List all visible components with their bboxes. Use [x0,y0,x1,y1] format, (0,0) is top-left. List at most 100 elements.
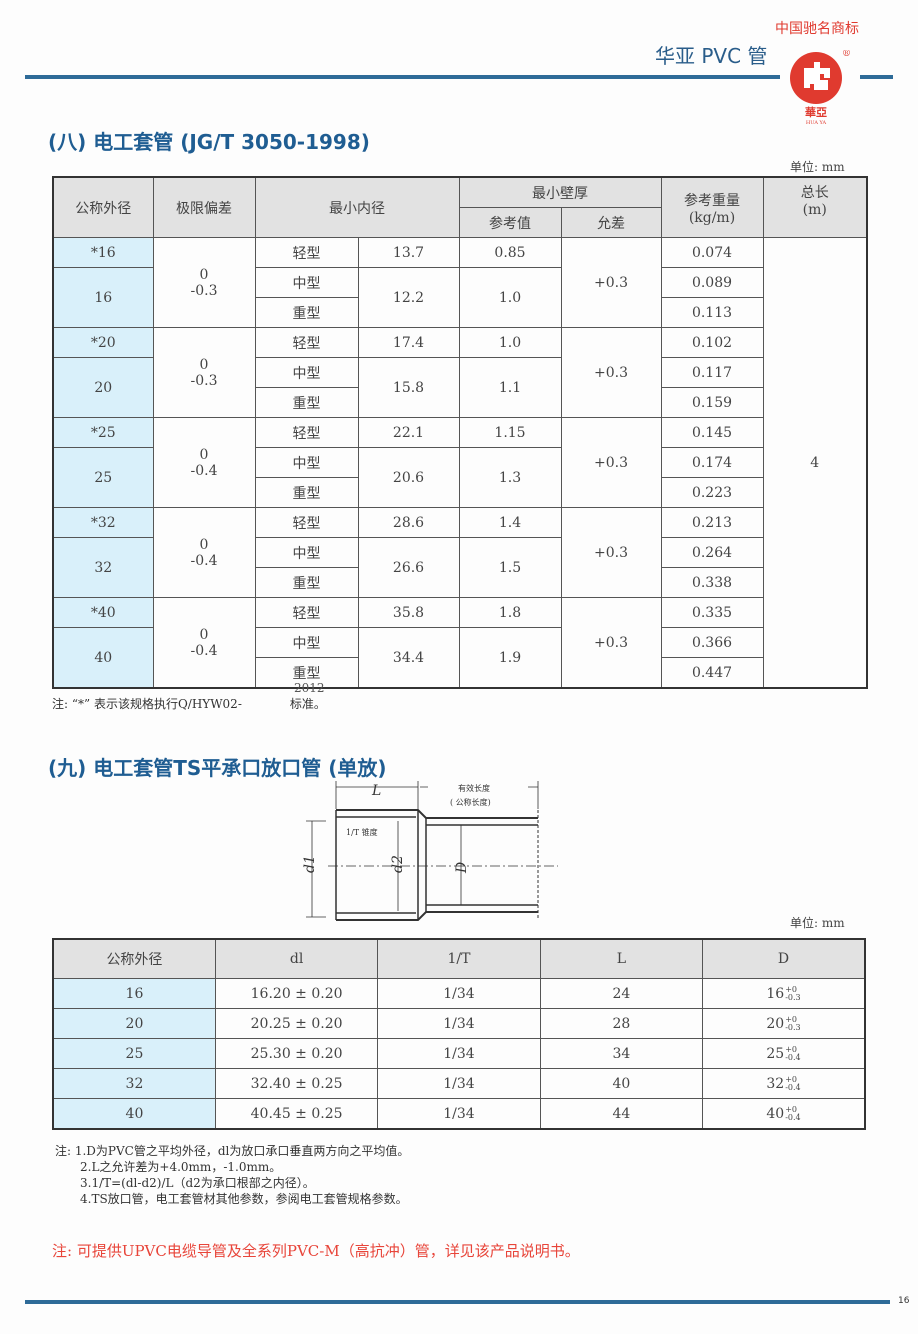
wall-tol: +0.3 [560,417,662,508]
footer-rule [25,1300,890,1304]
table-row: 重型 0.159 [53,387,867,418]
D: 16+0 -0.3 [702,978,866,1009]
total-length: 4 [762,237,868,689]
deviation-lower: -0.4 [190,552,218,569]
conduit-spec-table: 公称外径 极限偏差 最小内径 最小壁厚 参考重量 (kg/m) 总长 (m) 参考值… [52,176,868,689]
min-id: 34.4 [357,627,460,689]
dl: 20.25 ± 0.20 [214,1008,379,1039]
weight: 0.213 [660,507,764,538]
wall-ref: 1.0 [458,267,562,328]
L: 44 [539,1098,704,1130]
pipe-type: 中型 [254,627,359,658]
min-id: 28.6 [357,507,460,538]
min-id: 15.8 [357,357,460,418]
header-od: 公称外径 [52,176,154,238]
tol-lower: -0.3 [785,992,801,1002]
section8-unit: 单位: mm [790,160,845,174]
weight-label: 参考重量 [684,192,740,209]
weight: 0.338 [660,567,764,598]
note-4: 4.TS放口管，电工套管材其他参数，参阅电工套管规格参数。 [80,1192,408,1206]
od: 25 [52,447,154,508]
svg-text:華亞: 華亞 [805,105,827,119]
pipe-type: 轻型 [254,237,359,268]
table-row: 40 中型 34.4 1.9 0.366 [52,627,867,689]
min-id: 35.8 [357,597,460,628]
pipe-type: 轻型 [254,507,359,538]
wall-ref: 1.0 [458,327,562,358]
tol-lower: -0.4 [785,1052,801,1062]
header-od: 公称外径 [52,938,216,979]
wall-ref: 1.3 [458,447,562,508]
od: 40 [52,627,154,689]
od: 25 [52,1038,216,1069]
table-row: 40 40.45 ± 0.25 1/34 44 40+0 -0.4 [52,1098,866,1130]
note-1: 注: 1.D为PVC管之平均外径，dl为放口承口垂直两方向之平均值。 [55,1144,410,1158]
wall-ref: 1.1 [458,357,562,418]
wall-ref: 0.85 [458,237,562,268]
section9-title: (九) 电工套管TS平承口放口管 (单放) [48,756,387,780]
note-text: 注: “*” 表示该规格执行Q/HYW02- [52,697,242,711]
socket-pipe-diagram: L 有效长度 ( 公称长度) 1/T 锥度 d1 d2 D [290,775,560,930]
weight: 0.159 [660,387,764,418]
D: 40+0 -0.4 [702,1098,866,1130]
D-value: 25 [766,1045,785,1062]
taper: 1/34 [377,1038,541,1069]
table-row: 16 中型 12.2 1.0 0.089 [52,267,867,328]
dl: 40.45 ± 0.25 [214,1098,379,1130]
table-row: *16 0 -0.3 轻型 13.7 0.85 +0.3 0.074 4 [52,237,868,689]
pipe-type: 重型 [254,297,359,328]
weight: 0.335 [660,597,764,628]
deviation-upper: 0 [199,446,209,463]
wall-tol: +0.3 [560,237,662,328]
D: 25+0 -0.4 [702,1038,866,1069]
weight: 0.174 [660,447,764,478]
wall-tol: +0.3 [560,327,662,418]
table-header-row: 公称外径 dl 1/T L D [52,938,866,979]
wall-ref: 1.9 [458,627,562,689]
weight: 0.113 [660,297,764,328]
tol-upper: +0 [785,1074,798,1084]
od-starred: *16 [52,237,154,268]
deviation-lower: -0.3 [190,282,218,299]
tol-lower: -0.4 [785,1112,801,1122]
header-dl: dl [214,938,379,979]
min-id: 26.6 [357,537,460,598]
min-id: 13.7 [357,237,460,268]
header-weight: 参考重量 (kg/m) [660,176,764,238]
wall-ref: 1.4 [458,507,562,538]
dl: 32.40 ± 0.25 [214,1068,379,1099]
min-id: 22.1 [357,417,460,448]
tol-upper: +0 [785,1104,798,1114]
weight: 0.145 [660,417,764,448]
taper: 1/34 [377,1098,541,1130]
tol-lower: -0.4 [785,1082,801,1092]
weight: 0.223 [660,477,764,508]
dl: 16.20 ± 0.20 [214,978,379,1009]
D-tolerance: +0 -0.4 [785,1104,801,1122]
deviation-upper: 0 [199,626,209,643]
svg-text:®: ® [842,50,850,59]
pipe-type: 中型 [254,537,359,568]
diagram-label-taper: 1/T 锥度 [346,827,378,837]
L: 40 [539,1068,704,1099]
header-min-wall: 最小壁厚 [458,176,662,208]
header-deviation: 极限偏差 [152,176,256,238]
weight: 0.447 [660,657,764,689]
tol-upper: +0 [785,1014,798,1024]
weight: 0.264 [660,537,764,568]
od: 20 [52,1008,216,1039]
taper: 1/34 [377,1068,541,1099]
wall-ref: 1.5 [458,537,562,598]
length-label: 总长 [800,185,829,201]
deviation: 0 -0.3 [152,327,256,418]
pipe-type: 重型 [254,477,359,508]
D: 32+0 -0.4 [702,1068,866,1099]
od: 16 [52,267,154,328]
od-starred: *25 [52,417,154,448]
taper: 1/34 [377,978,541,1009]
pipe-type: 轻型 [254,417,359,448]
table-row: *20 0 -0.3 轻型 17.4 1.0 +0.3 0.102 [52,327,867,418]
table-row: 20 20.25 ± 0.20 1/34 28 20+0 -0.3 [52,1008,866,1039]
trademark-label: 中国驰名商标 [775,21,859,37]
